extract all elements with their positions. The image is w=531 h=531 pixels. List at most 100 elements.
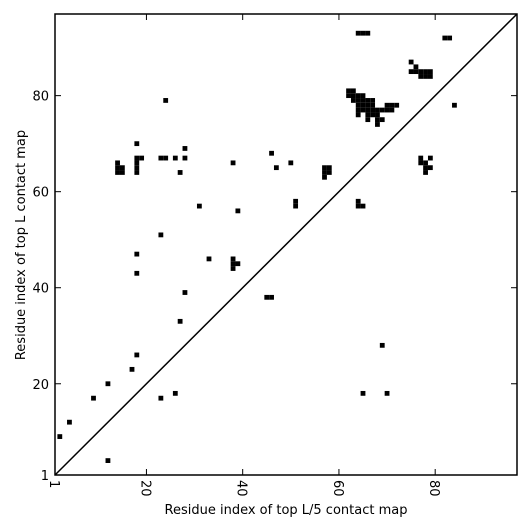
- contact-cell: [139, 155, 145, 161]
- contact-cell: [408, 69, 414, 75]
- x-tick-label: 40: [234, 480, 249, 497]
- contact-cell: [235, 208, 241, 214]
- contact-cell: [134, 170, 140, 175]
- y-tick-label: 20: [32, 378, 49, 393]
- contact-cell: [379, 107, 385, 113]
- contact-cell: [273, 165, 279, 171]
- contact-cell: [206, 256, 212, 262]
- contact-cell: [322, 170, 327, 175]
- contact-cell: [346, 93, 351, 99]
- contact-cell: [177, 318, 183, 324]
- contact-cell: [418, 74, 424, 79]
- y-tick-label: 80: [32, 90, 49, 105]
- contact-cell: [134, 352, 140, 358]
- contact-cell: [350, 98, 356, 103]
- contact-cell: [326, 165, 332, 171]
- contact-cell: [134, 165, 140, 171]
- contact-cell: [389, 102, 395, 108]
- contact-cell: [355, 203, 361, 209]
- contact-cell: [418, 160, 424, 166]
- contact-cell: [423, 160, 428, 166]
- contact-cell: [384, 102, 390, 108]
- contact-cell: [350, 88, 356, 94]
- contact-cell: [365, 98, 371, 103]
- contact-cell: [172, 390, 178, 396]
- contact-cell: [360, 390, 366, 396]
- contact-cell: [442, 35, 448, 41]
- contact-cell: [105, 458, 111, 463]
- contact-cell: [427, 155, 433, 161]
- contact-cell: [413, 64, 419, 70]
- contact-cell: [158, 232, 164, 238]
- contact-cell: [360, 93, 366, 99]
- contact-cell: [182, 290, 188, 295]
- contact-cell: [365, 117, 371, 123]
- contact-cell: [57, 434, 63, 439]
- contact-cell: [413, 69, 419, 75]
- contact-cell: [230, 261, 236, 267]
- contact-cell: [129, 366, 135, 372]
- contact-cell: [322, 174, 327, 180]
- contact-cell: [355, 93, 361, 99]
- contact-cell: [355, 102, 361, 108]
- contact-cell: [322, 165, 327, 171]
- contact-cell: [158, 155, 164, 161]
- contact-cell: [269, 150, 274, 156]
- contact-cell: [163, 155, 169, 161]
- y-tick-label: 60: [32, 186, 49, 201]
- contact-cell: [370, 102, 376, 108]
- contact-cell: [134, 251, 140, 257]
- contact-cell: [230, 256, 236, 262]
- contact-cell: [370, 112, 376, 118]
- contact-cell: [365, 102, 371, 108]
- contact-cell: [230, 160, 236, 166]
- contact-cell: [375, 107, 380, 113]
- contact-cell: [264, 294, 270, 300]
- contact-cell: [389, 107, 395, 113]
- y-axis-label: Residue index of top L contact map: [14, 130, 29, 360]
- contact-cell: [452, 102, 457, 108]
- x-tick-label: 60: [330, 480, 345, 497]
- contact-cell: [423, 170, 428, 175]
- y-tick-label: 40: [32, 282, 49, 297]
- contact-cell: [177, 170, 183, 175]
- contact-cell: [134, 155, 140, 161]
- contact-cell: [427, 69, 433, 75]
- contact-cell: [134, 141, 140, 147]
- contact-cell: [355, 107, 361, 113]
- contact-cell: [427, 165, 433, 171]
- contact-cell: [134, 270, 140, 276]
- contact-cell: [423, 74, 428, 79]
- contact-cell: [360, 107, 366, 113]
- contact-cell: [119, 165, 125, 171]
- contact-cell: [375, 117, 380, 123]
- contact-cell: [447, 35, 453, 41]
- contact-cell: [293, 198, 299, 204]
- contact-cell: [427, 74, 433, 79]
- contact-cell: [230, 266, 236, 271]
- contact-cell: [163, 98, 169, 103]
- contact-cell: [346, 88, 351, 94]
- contact-cell: [355, 98, 361, 103]
- contact-cell: [370, 98, 376, 103]
- contact-cell: [423, 69, 428, 75]
- contact-cell: [115, 170, 120, 175]
- contact-cell: [360, 203, 366, 209]
- contact-cell: [375, 112, 380, 118]
- contact-cell: [370, 107, 376, 113]
- contact-cell: [360, 30, 366, 36]
- x-tick-label: 1: [46, 480, 61, 488]
- x-axis-label: Residue index of top L/5 contact map: [165, 503, 408, 518]
- contact-cell: [91, 395, 96, 401]
- contact-cell: [115, 160, 120, 166]
- contact-cell: [408, 59, 414, 65]
- contact-cell: [423, 165, 428, 171]
- plot-frame: [54, 13, 518, 476]
- contact-cell: [379, 342, 385, 348]
- x-tick-label: 20: [137, 480, 152, 497]
- contact-cell: [379, 117, 385, 123]
- contact-cell: [115, 165, 120, 171]
- contact-cell: [326, 170, 332, 175]
- contact-cell: [365, 107, 371, 113]
